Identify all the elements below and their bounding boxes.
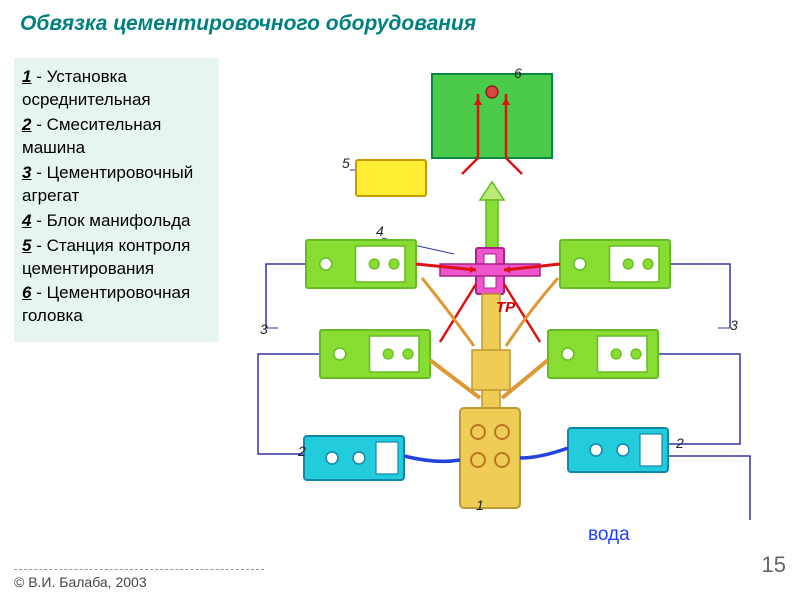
svg-text:4: 4 — [376, 223, 384, 239]
legend-text: - Цементировочный агрегат — [22, 163, 193, 205]
diagram-svg: ТР 1 2 2 3 3 4 5 6 — [230, 50, 770, 530]
svg-text:2: 2 — [675, 435, 684, 451]
svg-text:6: 6 — [514, 65, 522, 81]
svg-text:1: 1 — [476, 497, 484, 513]
legend-text: - Смесительная машина — [22, 115, 161, 157]
water-label: вода — [588, 524, 630, 546]
legend-text: - Станция контроля цементирования — [22, 236, 190, 278]
slide-number: 15 — [762, 552, 786, 578]
legend-item: 2 - Смесительная машина — [22, 114, 211, 160]
legend-item: 4 - Блок манифольда — [22, 210, 211, 233]
svg-text:2: 2 — [297, 443, 306, 459]
slide-title: Обвязка цементировочного оборудования — [20, 12, 476, 36]
legend-item: 1 - Установка осреднительная — [22, 66, 211, 112]
legend-text: - Установка осреднительная — [22, 67, 151, 109]
legend-text: - Цементировочная головка — [22, 283, 190, 325]
legend-panel: 1 - Установка осреднительная 2 - Смесите… — [14, 58, 219, 342]
legend-item: 5 - Станция контроля цементирования — [22, 235, 211, 281]
svg-text:ТР: ТР — [496, 299, 516, 316]
legend-item: 3 - Цементировочный агрегат — [22, 162, 211, 208]
copyright: © В.И. Балаба, 2003 — [14, 569, 264, 590]
svg-text:3: 3 — [260, 321, 268, 337]
schematic-diagram: ТР 1 2 2 3 3 4 5 6 — [230, 50, 770, 530]
svg-text:3: 3 — [730, 317, 738, 333]
svg-text:5: 5 — [342, 155, 350, 171]
legend-item: 6 - Цементировочная головка — [22, 282, 211, 328]
legend-text: - Блок манифольда — [31, 211, 190, 230]
